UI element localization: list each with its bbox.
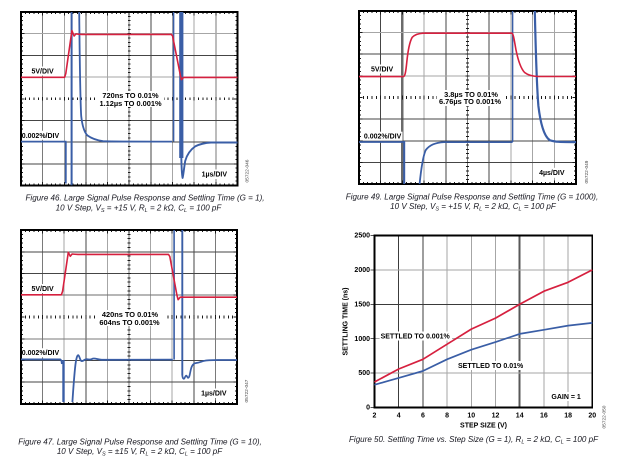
svg-text:20: 20 — [588, 412, 596, 419]
svg-text:05722-046: 05722-046 — [245, 159, 251, 182]
svg-text:2000: 2000 — [354, 267, 370, 274]
svg-text:0: 0 — [366, 405, 370, 412]
svg-text:GAIN = 1: GAIN = 1 — [551, 394, 580, 401]
svg-text:420ns TO 0.01%: 420ns TO 0.01% — [102, 310, 159, 319]
svg-text:1000: 1000 — [354, 336, 370, 343]
svg-text:6: 6 — [421, 412, 425, 419]
svg-text:18: 18 — [564, 412, 572, 419]
svg-text:5V/DIV: 5V/DIV — [32, 286, 55, 293]
svg-text:10 V Step, VS = +15 V, RL = 2: 10 V Step, VS = +15 V, RL = 2 kΩ, CL = 1… — [390, 202, 557, 212]
svg-text:500: 500 — [358, 370, 370, 377]
svg-text:16: 16 — [540, 412, 548, 419]
svg-text:0.002%/DIV: 0.002%/DIV — [22, 133, 60, 140]
svg-text:5V/DIV: 5V/DIV — [32, 69, 55, 76]
svg-text:720ns TO 0.01%: 720ns TO 0.01% — [102, 91, 159, 100]
svg-text:3.8µs TO 0.01%: 3.8µs TO 0.01% — [444, 90, 498, 99]
svg-text:STEP SIZE (V): STEP SIZE (V) — [460, 423, 507, 430]
svg-text:2500: 2500 — [354, 233, 370, 240]
svg-text:05722-047: 05722-047 — [244, 379, 250, 402]
svg-text:05722-049: 05722-049 — [584, 160, 590, 183]
svg-text:1µs/DIV: 1µs/DIV — [201, 391, 227, 398]
svg-text:1.12µs TO 0.001%: 1.12µs TO 0.001% — [99, 99, 161, 108]
svg-text:SETTLING TIME (ns): SETTLING TIME (ns) — [342, 287, 349, 355]
svg-text:Figure 47. Large Signal Pulse: Figure 47. Large Signal Pulse Response a… — [18, 437, 261, 446]
svg-text:0.002%/DIV: 0.002%/DIV — [364, 134, 402, 141]
svg-text:10: 10 — [467, 412, 475, 419]
svg-text:6.76µs TO 0.001%: 6.76µs TO 0.001% — [439, 97, 501, 106]
svg-text:5V/DIV: 5V/DIV — [371, 67, 394, 74]
svg-text:10 V Step, VS = +15 V, RL = 2: 10 V Step, VS = +15 V, RL = 2 kΩ, CL = 1… — [56, 204, 223, 214]
svg-text:8: 8 — [445, 412, 449, 419]
svg-text:4µs/DIV: 4µs/DIV — [539, 170, 565, 177]
svg-text:1µs/DIV: 1µs/DIV — [202, 172, 228, 179]
svg-text:SETTLED TO 0.001%: SETTLED TO 0.001% — [381, 334, 451, 341]
svg-text:1500: 1500 — [354, 301, 370, 308]
svg-text:14: 14 — [516, 412, 524, 419]
svg-text:Figure 46. Large Signal Pulse: Figure 46. Large Signal Pulse Response a… — [25, 194, 264, 203]
svg-text:12: 12 — [492, 412, 500, 419]
svg-text:Figure 49. Large Signal Pulse: Figure 49. Large Signal Pulse Response a… — [346, 192, 598, 201]
svg-text:0.002%/DIV: 0.002%/DIV — [22, 350, 60, 357]
svg-text:Figure 50. Settling Time vs. S: Figure 50. Settling Time vs. Step Size (… — [349, 435, 599, 445]
svg-text:4: 4 — [397, 412, 401, 419]
svg-text:604ns TO 0.001%: 604ns TO 0.001% — [99, 318, 160, 327]
svg-text:05722-050: 05722-050 — [602, 405, 608, 428]
svg-text:10 V Step, VS = ±15 V, RL = 2: 10 V Step, VS = ±15 V, RL = 2 kΩ, CL = 1… — [57, 447, 223, 457]
svg-text:SETTLED TO 0.01%: SETTLED TO 0.01% — [458, 363, 524, 370]
svg-text:2: 2 — [373, 412, 377, 419]
